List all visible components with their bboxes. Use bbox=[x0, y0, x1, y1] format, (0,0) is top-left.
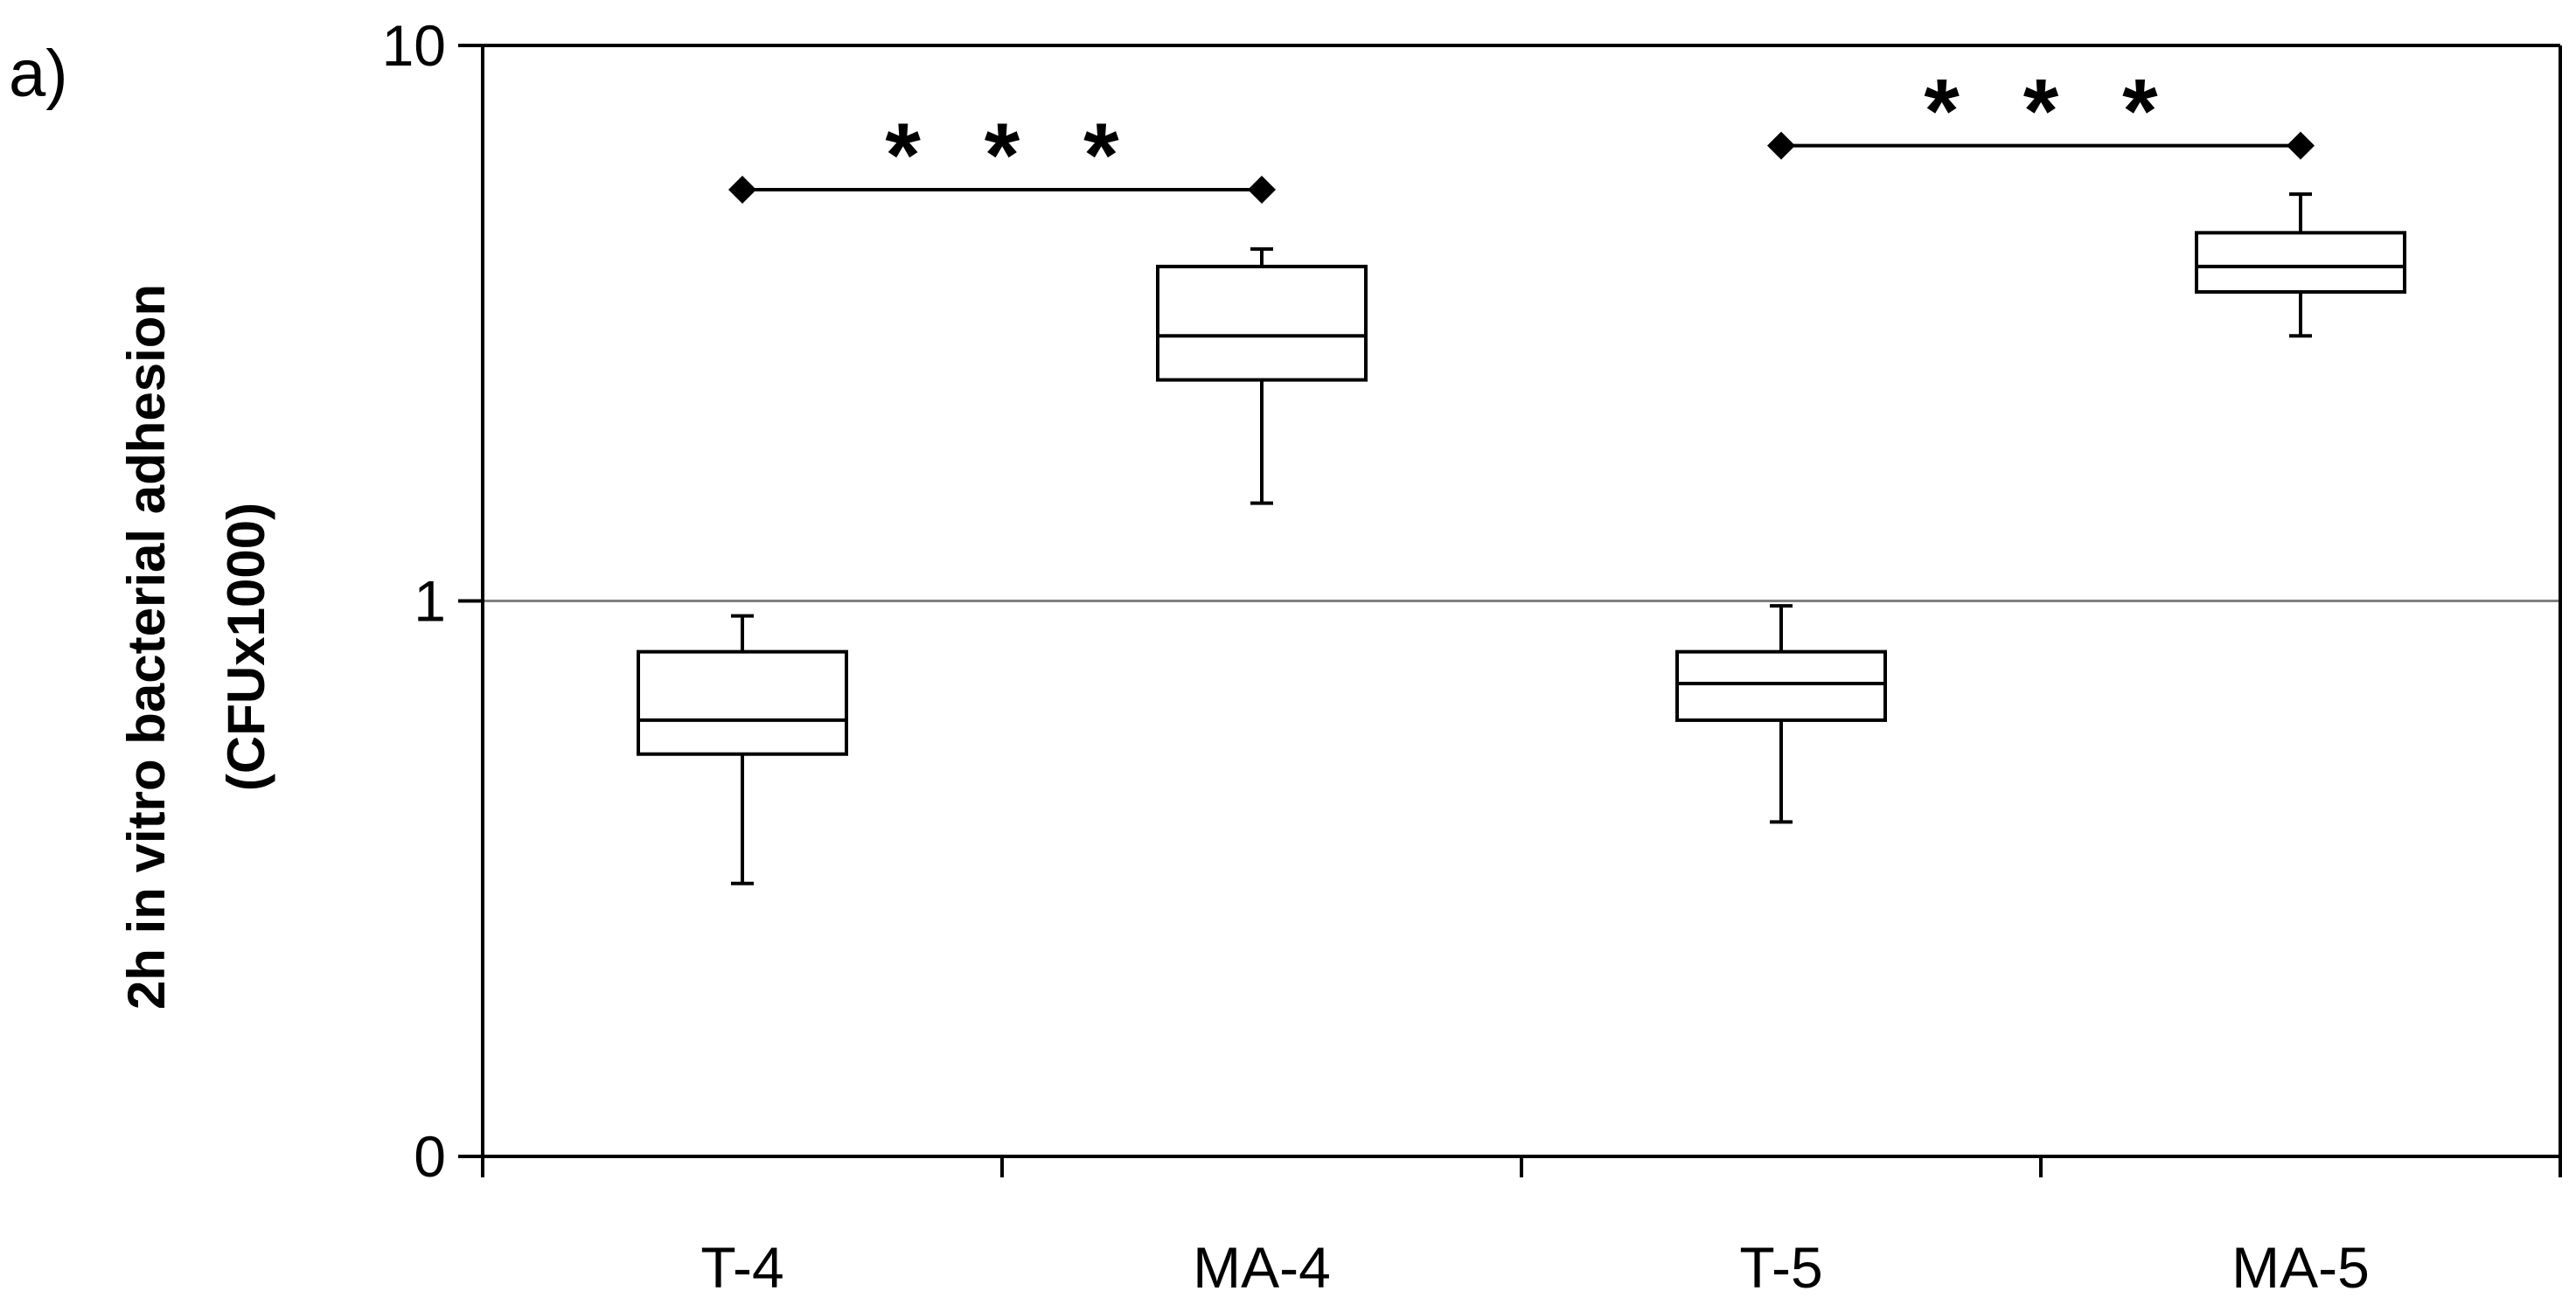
x-tick-label: T-5 bbox=[1739, 1235, 1822, 1300]
panel-label: a) bbox=[9, 37, 68, 111]
significance-marker bbox=[1248, 175, 1276, 204]
x-tick-label: T-4 bbox=[700, 1235, 783, 1300]
box-iqr bbox=[2195, 231, 2406, 294]
y-axis-title: 2h in vitro bacterial adhesion (CFUx1000… bbox=[117, 284, 275, 1010]
y-axis-title-line1: 2h in vitro bacterial adhesion bbox=[117, 284, 176, 1010]
significance-marker bbox=[1767, 131, 1795, 160]
significance-marker bbox=[728, 175, 756, 204]
x-tick-label: MA-5 bbox=[2231, 1235, 2370, 1300]
x-tick-label: MA-4 bbox=[1193, 1235, 1331, 1300]
significance-label: * * * bbox=[1924, 61, 2176, 163]
significance-marker bbox=[2287, 131, 2315, 160]
significance-label: * * * bbox=[885, 105, 1138, 206]
box-iqr bbox=[1156, 264, 1368, 382]
box-iqr bbox=[1675, 649, 1887, 722]
y-tick-label: 10 bbox=[382, 13, 446, 78]
y-tick-label: 1 bbox=[414, 569, 446, 634]
y-axis-title-line2: (CFUx1000) bbox=[217, 503, 275, 791]
box-iqr bbox=[637, 649, 848, 756]
y-tick-label: 0 bbox=[414, 1124, 446, 1189]
